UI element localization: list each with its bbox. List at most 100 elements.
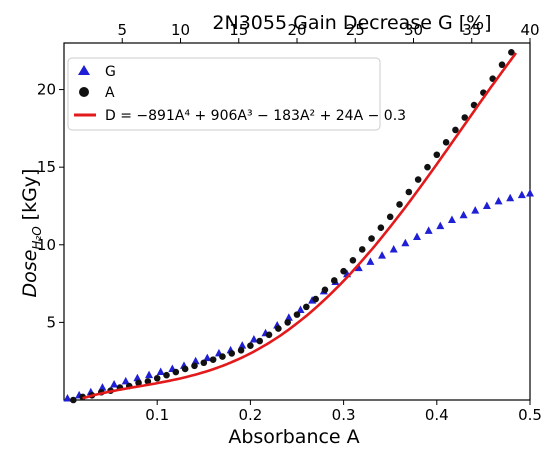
y-tick-label: 10 — [37, 236, 56, 254]
a-point — [200, 359, 208, 367]
x-top-tick-label: 15 — [229, 21, 248, 39]
g-point — [447, 215, 456, 223]
g-point — [378, 251, 387, 259]
a-point — [396, 201, 403, 208]
a-point — [368, 235, 375, 242]
g-point — [133, 373, 142, 382]
g-point — [494, 196, 503, 205]
chart-title: 2N3055 Gain Decrease G [%] — [212, 12, 491, 34]
a-point — [293, 311, 301, 318]
a-point — [256, 337, 264, 345]
g-point — [249, 334, 258, 343]
a-point — [442, 139, 450, 146]
a-point — [237, 347, 245, 354]
g-point — [354, 263, 363, 272]
g-point — [203, 353, 212, 362]
x-bottom-tick-label: 0.3 — [332, 406, 356, 424]
a-point — [275, 325, 282, 332]
a-point — [181, 365, 189, 373]
a-point — [70, 396, 77, 404]
legend-label-a: A — [105, 85, 115, 101]
a-point — [209, 356, 217, 363]
g-point — [389, 244, 398, 253]
legend-marker-circle — [79, 87, 89, 97]
y-axis-title: DoseH₂O [kGy] — [19, 169, 44, 298]
g-point — [459, 210, 468, 219]
plot-area: 0.1 0.2 0.3 0.4 0.5 5 10 15 20 25 30 35 40 5 10 15 20 — [37, 21, 542, 424]
a-point — [284, 319, 291, 326]
a-point — [135, 379, 142, 387]
g-point — [436, 221, 445, 230]
g-point — [506, 193, 515, 202]
legend: G A D = −891A⁴ + 906A³ − 183A² + 24A − 0… — [67, 57, 406, 131]
g-point — [284, 313, 293, 321]
g-point — [98, 383, 107, 391]
a-point — [312, 295, 319, 303]
g-point — [191, 356, 200, 365]
y-axis-title-sub: H₂O — [30, 226, 44, 249]
x-top-tick-label: 20 — [287, 21, 306, 39]
y-axis-title-unit: [kGy] — [19, 169, 41, 221]
legend-label-fit: D = −891A⁴ + 906A³ − 183A² + 24A − 0.3 — [105, 108, 406, 124]
x-top-tick-label: 5 — [117, 21, 127, 39]
a-point — [153, 374, 161, 382]
a-point — [330, 277, 338, 284]
a-point — [265, 331, 273, 339]
g-point — [366, 257, 375, 265]
a-point — [321, 286, 329, 294]
a-point — [163, 371, 170, 379]
x-bottom-tick-label: 0.5 — [518, 406, 542, 424]
a-point — [358, 246, 366, 253]
x-top-tick-label: 35 — [462, 21, 481, 39]
y-tick-label: 15 — [37, 158, 56, 176]
x-top-tick-label: 40 — [520, 21, 539, 39]
a-point — [508, 49, 515, 56]
x-top-tick-label: 25 — [346, 21, 365, 39]
g-point — [156, 367, 165, 376]
a-point — [405, 188, 413, 196]
g-point — [63, 393, 72, 402]
a-point — [191, 362, 198, 370]
a-point — [433, 151, 441, 159]
a-point — [414, 176, 422, 183]
g-point — [121, 376, 130, 385]
x-bottom-tick-label: 0.4 — [425, 406, 449, 424]
a-point — [219, 353, 226, 360]
a-point — [247, 342, 254, 349]
a-point — [340, 267, 347, 275]
a-point — [452, 126, 459, 134]
a-point — [228, 350, 236, 357]
g-point — [482, 201, 491, 209]
g-point — [110, 379, 119, 388]
x-bottom-tick-label: 0.1 — [145, 406, 169, 424]
a-point — [461, 114, 469, 121]
g-point — [424, 226, 433, 234]
y-tick-label: 5 — [46, 313, 56, 331]
g-point — [412, 232, 421, 241]
x-axis-title: Absorbance A — [228, 426, 359, 448]
a-point — [498, 61, 506, 69]
legend-label-g: G — [105, 64, 116, 80]
x-top-tick-label: 10 — [171, 21, 190, 39]
g-point — [526, 189, 534, 197]
legend-marker-triangle — [78, 65, 90, 75]
g-point — [401, 238, 410, 247]
legend-box — [67, 57, 381, 131]
a-point — [377, 224, 385, 232]
x-bottom-tick-label: 0.2 — [238, 406, 262, 424]
y-tick-label: 20 — [37, 81, 56, 99]
a-point — [386, 213, 394, 221]
a-point — [144, 378, 152, 385]
a-point — [349, 257, 357, 264]
y-axis-title-main: Dose — [19, 250, 41, 298]
g-point — [238, 341, 247, 349]
a-point — [172, 368, 180, 376]
g-point — [296, 305, 305, 313]
a-point — [424, 163, 431, 171]
g-point — [471, 206, 480, 214]
x-top-tick-label: 30 — [404, 21, 423, 39]
g-point — [145, 370, 154, 379]
a-point — [303, 303, 310, 311]
fit-line — [82, 52, 518, 400]
